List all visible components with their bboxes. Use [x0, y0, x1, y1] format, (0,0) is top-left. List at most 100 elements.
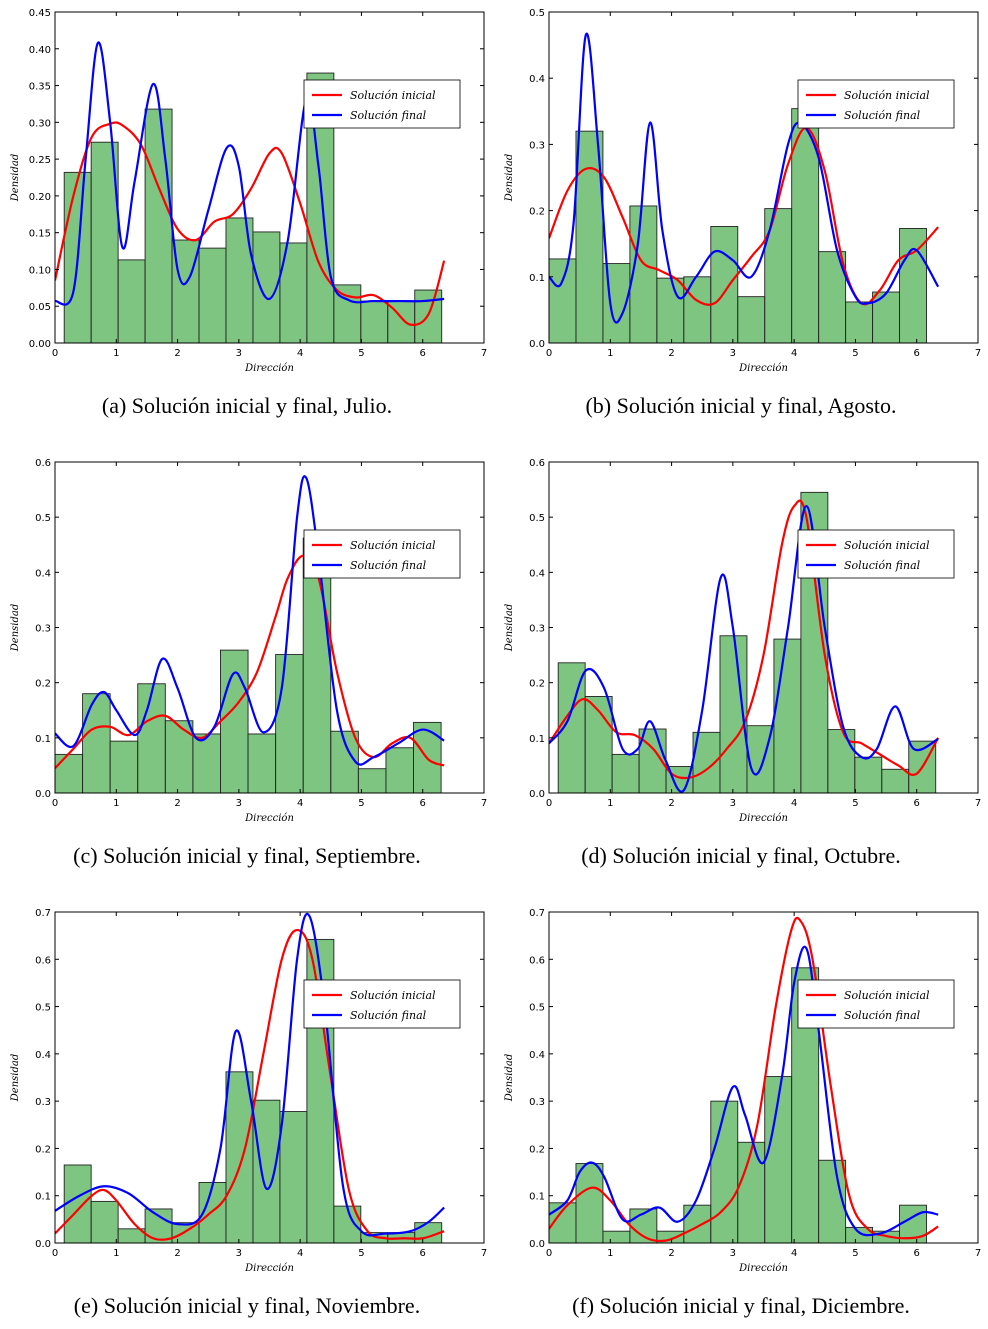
x-tick-label: 2	[668, 348, 674, 359]
y-tick-label: 0.0	[529, 789, 545, 800]
histogram-bar	[109, 740, 139, 793]
chart-svg-a: 0 1 2 3 4 5 6 7 0.00 0.05 0.10 0.15 0.20 0.25 0.30 0.35…	[10, 8, 487, 374]
y-tick-label: 0.3	[529, 624, 545, 635]
x-tick-label: 1	[607, 1248, 613, 1259]
y-tick-label: 0.6	[35, 458, 51, 469]
histogram-bars	[55, 537, 442, 793]
series-line-inicial	[549, 499, 940, 780]
series-line-final	[55, 41, 445, 306]
legend-entry: Solución inicial	[844, 989, 930, 1002]
histogram-bar	[899, 228, 927, 343]
y-tick-label: 0.6	[529, 458, 545, 469]
series-line-inicial	[549, 916, 939, 1243]
y-tick-label: 0.5	[35, 1003, 51, 1014]
histogram-bar	[144, 1208, 173, 1243]
histogram-bars	[549, 967, 927, 1243]
y-tick-label: 0.6	[35, 955, 51, 966]
y-tick-label: 0.6	[529, 955, 545, 966]
legend-box	[303, 79, 461, 129]
chart-svg-f: 0 1 2 3 4 5 6 7 0.0 0.1 0.2 0.3 0.4 0.5 0.6 0.7 Direcció…	[504, 908, 981, 1274]
x-axis-label: Dirección	[244, 363, 294, 374]
histogram-bars	[549, 108, 927, 343]
series-line-final	[549, 505, 939, 793]
x-tick-label: 5	[358, 798, 364, 809]
histogram-bar	[602, 1230, 631, 1243]
histogram-bar	[385, 747, 414, 793]
histogram-bar	[818, 1159, 847, 1243]
histogram-bar	[117, 259, 146, 343]
histogram-bar	[710, 1100, 739, 1243]
x-axis-label: Dirección	[738, 363, 788, 374]
y-tick-label: 0.2	[529, 679, 545, 690]
chart-svg-e: 0 1 2 3 4 5 6 7 0.0 0.1 0.2 0.3 0.4 0.5 0.6 0.7 Direcció…	[10, 908, 487, 1274]
histogram-bar	[55, 753, 84, 793]
x-axis-label: Dirección	[244, 1263, 294, 1274]
y-axis-label: Densidad	[504, 154, 515, 202]
x-tick-label: 0	[52, 1248, 58, 1259]
x-tick-label: 5	[852, 348, 858, 359]
histogram-bar	[302, 537, 332, 793]
y-tick-label: 0.4	[35, 1050, 51, 1061]
x-tick-label: 3	[730, 348, 736, 359]
x-tick-label: 7	[975, 798, 981, 809]
series-line-final	[549, 32, 940, 324]
histogram-bar	[275, 654, 304, 793]
y-tick-label: 0.1	[35, 1192, 51, 1203]
chart-panel-e: 0 1 2 3 4 5 6 7 0.0 0.1 0.2 0.3 0.4 0.5 0.6 0.7 Direcció…	[0, 900, 494, 1318]
x-tick-label: 1	[113, 798, 119, 809]
y-tick-label: 0.7	[529, 908, 545, 919]
y-tick-label: 0.7	[35, 908, 51, 919]
y-tick-label: 0.30	[29, 118, 51, 129]
x-tick-label: 2	[668, 1248, 674, 1259]
histogram-bar	[854, 756, 883, 793]
legend-entry: Solución final	[350, 559, 427, 572]
histogram-bar	[611, 753, 640, 793]
y-tick-label: 0.4	[529, 1050, 545, 1061]
histogram-bar	[773, 638, 802, 793]
figure-caption: (a) Solución inicial y final, Julio.	[101, 393, 393, 418]
y-tick-label: 0.3	[529, 140, 545, 151]
legend-entry: Solución inicial	[350, 89, 436, 102]
legend-box	[303, 979, 461, 1029]
x-tick-label: 0	[546, 1248, 552, 1259]
histogram-bar	[360, 300, 389, 343]
x-tick-label: 4	[791, 1248, 797, 1259]
y-tick-label: 0.0	[529, 1239, 545, 1250]
figure-caption: (c) Solución inicial y final, Septiembre…	[73, 843, 421, 868]
y-tick-label: 0.3	[35, 624, 51, 635]
x-tick-label: 6	[914, 348, 920, 359]
y-tick-label: 0.5	[529, 513, 545, 524]
x-tick-label: 0	[546, 798, 552, 809]
x-tick-label: 3	[730, 798, 736, 809]
y-axis-label: Densidad	[10, 1054, 21, 1102]
x-tick-label: 6	[914, 798, 920, 809]
legend-entry: Solución inicial	[844, 539, 930, 552]
x-tick-label: 6	[914, 1248, 920, 1259]
axes-frame	[548, 11, 979, 344]
x-tick-label: 2	[174, 348, 180, 359]
legend-box	[797, 979, 955, 1029]
histogram-bar	[791, 108, 820, 343]
x-tick-label: 4	[297, 798, 303, 809]
histogram-bar	[164, 720, 194, 793]
x-tick-label: 5	[358, 1248, 364, 1259]
x-tick-label: 3	[236, 798, 242, 809]
histogram-bar	[764, 208, 793, 343]
histogram-bar	[333, 1205, 362, 1243]
x-tick-label: 7	[481, 348, 487, 359]
chart-svg-c: 0 1 2 3 4 5 6 7 0.0 0.1 0.2 0.3 0.4 0.5 0.6 Dirección De…	[10, 458, 487, 824]
legend-entry: Solución inicial	[844, 89, 930, 102]
legend-box	[797, 529, 955, 579]
x-tick-label: 2	[174, 1248, 180, 1259]
y-tick-label: 0.15	[29, 229, 51, 240]
x-tick-label: 6	[420, 348, 426, 359]
y-tick-label: 0.1	[529, 273, 545, 284]
histogram-bar	[63, 1164, 92, 1243]
x-axis-label: Dirección	[244, 813, 294, 824]
histogram-bar	[144, 108, 173, 343]
figure-caption: (e) Solución inicial y final, Noviembre.	[73, 1293, 421, 1318]
axes-frame	[548, 911, 979, 1244]
y-tick-label: 0.45	[29, 8, 51, 19]
histogram-bar	[549, 258, 577, 343]
x-tick-label: 2	[668, 798, 674, 809]
